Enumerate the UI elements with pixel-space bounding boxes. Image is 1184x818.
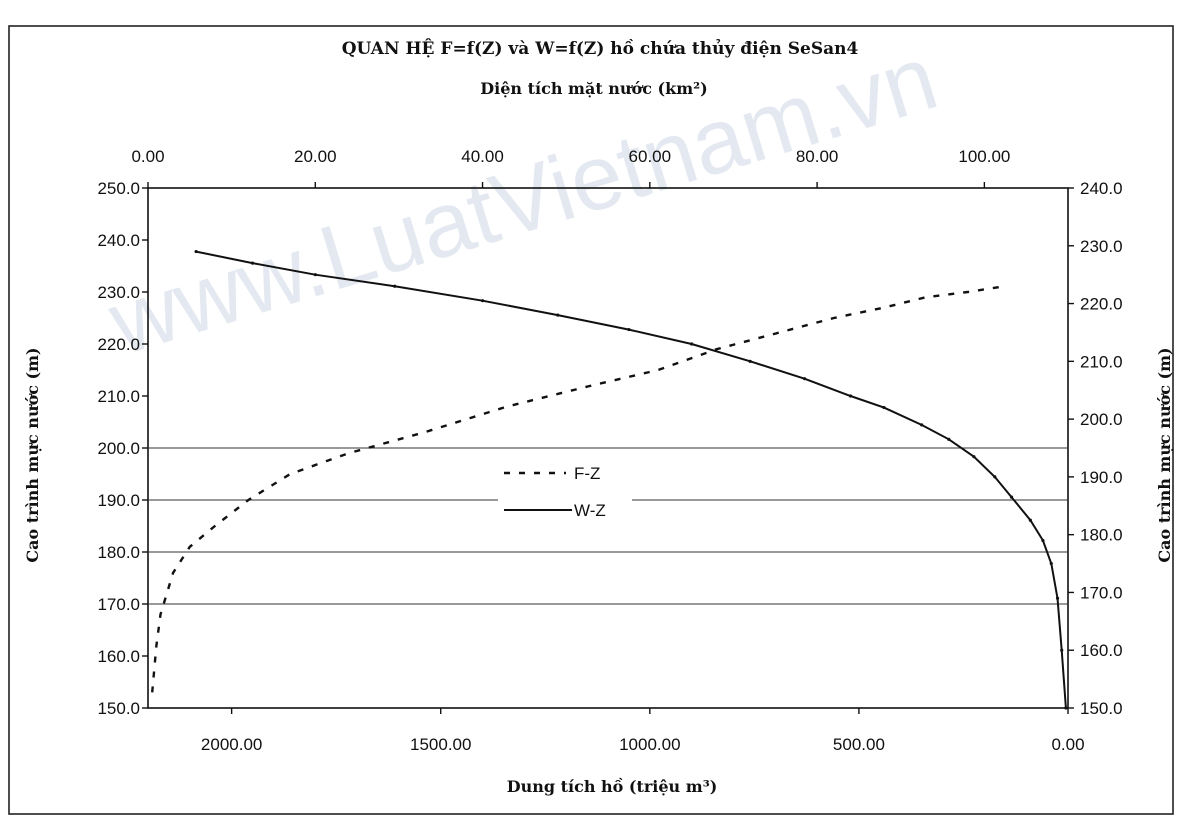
chart-frame xyxy=(8,25,1174,815)
right-tick-label: 170.0 xyxy=(1080,583,1123,602)
legend: F-Z W-Z xyxy=(498,452,632,522)
series-lines xyxy=(151,249,1068,710)
series-point-w-z xyxy=(802,377,807,381)
top-tick-label: 60.00 xyxy=(629,147,672,166)
legend-label-wz: W-Z xyxy=(574,501,606,520)
left-tick-label: 160.0 xyxy=(97,647,140,666)
series-point-w-z xyxy=(1009,495,1014,499)
series-point-w-z xyxy=(920,423,924,427)
left-tick-label: 250.0 xyxy=(97,179,140,198)
series-point-w-z xyxy=(313,273,317,277)
bottom-tick-label: 2000.00 xyxy=(201,735,262,754)
series-point-w-z xyxy=(556,313,560,317)
bottom-axis-title: Dung tích hồ (triệu m³) xyxy=(507,777,718,796)
series-point-w-z xyxy=(194,249,198,254)
right-tick-label: 180.0 xyxy=(1080,526,1123,545)
series-point-w-z xyxy=(848,394,853,398)
left-tick-label: 230.0 xyxy=(97,283,140,302)
series-point-w-z xyxy=(690,342,694,346)
series-point-w-z xyxy=(1049,561,1053,566)
left-tick-label: 150.0 xyxy=(97,699,140,718)
bottom-tick-label: 500.00 xyxy=(833,735,885,754)
top-axis-title: Diện tích mặt nước (km²) xyxy=(480,79,707,98)
top-tick-label: 100.00 xyxy=(958,147,1010,166)
right-tick-label: 200.0 xyxy=(1080,410,1123,429)
legend-box xyxy=(498,452,632,522)
bottom-tick-label: 0.00 xyxy=(1051,735,1084,754)
right-tick-label: 220.0 xyxy=(1080,295,1123,314)
series-point-w-z xyxy=(882,405,886,410)
top-tick-label: 80.00 xyxy=(796,147,839,166)
series-point-w-z xyxy=(1064,706,1068,710)
right-tick-label: 230.0 xyxy=(1080,237,1123,256)
series-line-f-z xyxy=(151,285,1002,693)
bottom-tick-label: 1000.00 xyxy=(619,735,680,754)
series-point-w-z xyxy=(1060,648,1064,652)
top-tick-label: 0.00 xyxy=(131,147,164,166)
axis-ticks: 250.0 240.0 230.0 220.0 210.0 200.0 190.0 180.0… xyxy=(97,147,1122,754)
series-point-w-z xyxy=(748,359,752,363)
left-tick-label: 220.0 xyxy=(97,335,140,354)
right-tick-label: 210.0 xyxy=(1080,352,1123,371)
series-point-w-z xyxy=(1041,538,1045,543)
legend-label-fz: F-Z xyxy=(574,464,600,483)
chart-title: QUAN HỆ F=f(Z) và W=f(Z) hồ chứa thủy đi… xyxy=(342,38,859,59)
series-point-w-z xyxy=(250,261,255,265)
left-tick-label: 200.0 xyxy=(97,439,140,458)
series-point-w-z xyxy=(972,455,976,459)
left-tick-label: 240.0 xyxy=(97,231,140,250)
right-axis-title: Cao trình mực nước (m) xyxy=(1155,347,1174,562)
grid-lines xyxy=(148,447,1068,605)
series-point-w-z xyxy=(1055,596,1060,600)
series-point-w-z xyxy=(627,327,631,332)
right-tick-label: 150.0 xyxy=(1080,699,1123,718)
series-point-w-z xyxy=(947,437,951,441)
series-point-w-z xyxy=(393,284,397,288)
right-tick-label: 240.0 xyxy=(1080,179,1123,198)
top-tick-label: 40.00 xyxy=(461,147,504,166)
top-tick-label: 20.00 xyxy=(294,147,337,166)
series-point-w-z xyxy=(480,299,485,303)
left-tick-label: 170.0 xyxy=(97,595,140,614)
right-tick-label: 160.0 xyxy=(1080,641,1123,660)
left-tick-label: 180.0 xyxy=(97,543,140,562)
left-tick-label: 190.0 xyxy=(97,491,140,510)
left-axis-title: Cao trình mực nước (m) xyxy=(23,347,42,562)
series-point-w-z xyxy=(1028,518,1032,522)
bottom-tick-label: 1500.00 xyxy=(410,735,471,754)
left-tick-label: 210.0 xyxy=(97,387,140,406)
series-point-w-z xyxy=(993,475,997,479)
right-tick-label: 190.0 xyxy=(1080,468,1123,487)
